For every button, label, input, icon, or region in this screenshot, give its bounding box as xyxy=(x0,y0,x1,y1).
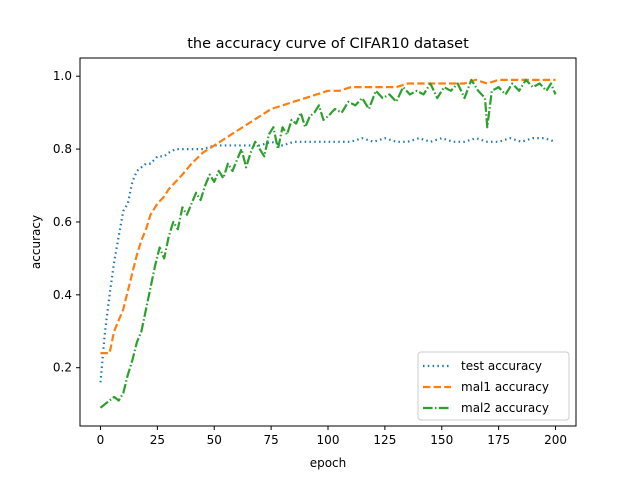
chart-title: the accuracy curve of CIFAR10 dataset xyxy=(187,36,469,52)
plot-area xyxy=(99,78,557,409)
legend-box xyxy=(417,351,570,421)
y-axis-ticks: 0.2 0.4 0.6 0.8 1.0 xyxy=(53,69,80,375)
x-axis-ticks: 0 25 50 75 100 125 150 175 200 xyxy=(97,426,567,447)
y-tick-label: 0.4 xyxy=(53,288,72,302)
y-tick-label: 0.8 xyxy=(53,142,72,156)
y-tick-label: 1.0 xyxy=(53,69,72,83)
y-tick-label: 0.6 xyxy=(53,215,72,229)
y-axis-label: accuracy xyxy=(29,215,43,269)
legend-label-2: mal2 accuracy xyxy=(461,401,549,415)
x-tick-label: 75 xyxy=(263,433,278,447)
x-tick-label: 0 xyxy=(97,433,105,447)
legend: test accuracy mal1 accuracy mal2 accuracy xyxy=(417,351,570,421)
x-axis-label: epoch xyxy=(310,456,347,470)
y-tick-label: 0.2 xyxy=(53,361,72,375)
series-line-2 xyxy=(99,78,557,409)
x-tick-label: 25 xyxy=(150,433,165,447)
x-tick-label: 175 xyxy=(487,433,510,447)
series-line-1 xyxy=(100,78,556,355)
x-tick-label: 100 xyxy=(317,433,340,447)
x-tick-label: 125 xyxy=(373,433,396,447)
x-tick-label: 50 xyxy=(207,433,222,447)
x-tick-label: 200 xyxy=(544,433,567,447)
legend-label-1: mal1 accuracy xyxy=(461,380,549,394)
x-tick-label: 150 xyxy=(430,433,453,447)
legend-label-0: test accuracy xyxy=(461,359,542,373)
